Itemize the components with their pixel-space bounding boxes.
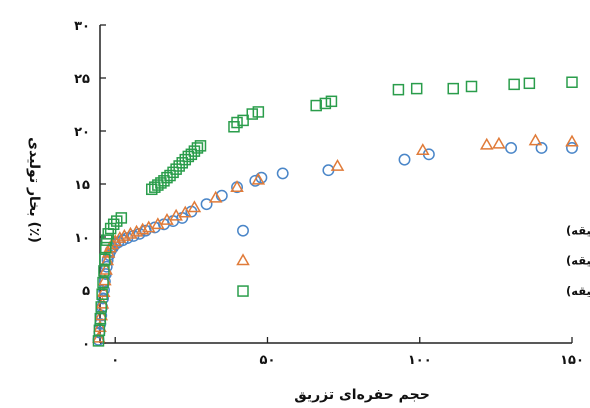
- square-point: [93, 324, 106, 337]
- square-point: [115, 212, 128, 224]
- y-tick-label: ۱۰: [74, 231, 90, 246]
- triangle-point: [330, 158, 345, 171]
- square-point: [96, 288, 108, 300]
- x-tick-label: ۰: [111, 353, 119, 368]
- circle-point: [276, 167, 289, 180]
- circle-point: [505, 142, 518, 154]
- circle-point: [249, 174, 262, 187]
- circle-point: [200, 198, 213, 211]
- legend-entry-label: آزمایش ۲ (شدت جریان ۲۰ میلی‌لیتر در دقیق…: [566, 224, 590, 238]
- plot-area: [99, 25, 572, 344]
- square-point: [99, 253, 111, 266]
- square-point: [246, 108, 259, 120]
- square-point: [167, 166, 179, 179]
- square-point: [95, 301, 107, 313]
- square-point: [319, 97, 332, 110]
- triangle-point: [95, 296, 110, 309]
- y-tick-label: ۲۰: [74, 125, 90, 140]
- triangle-point: [528, 133, 543, 146]
- legend-square-marker: [237, 285, 249, 297]
- square-point: [100, 234, 113, 246]
- square-point: [508, 78, 520, 91]
- triangle-point: [169, 208, 183, 221]
- legend-triangle-marker: [236, 253, 250, 266]
- square-point: [566, 76, 578, 88]
- square-point: [237, 114, 249, 127]
- square-point: [164, 169, 176, 182]
- square-point: [523, 77, 536, 90]
- square-point: [173, 160, 185, 172]
- square-point: [104, 222, 117, 235]
- triangle-point: [91, 330, 106, 343]
- square-point: [410, 82, 423, 95]
- triangle-point: [208, 190, 223, 203]
- triangle-point: [141, 220, 156, 233]
- legend-entry-label: آزمایش ۳ (شدت جریان ۱۰ میلی‌لیتر در دقیق…: [566, 253, 590, 267]
- axis-ticks: ۰ ۵ ۱۰ ۱۵ ۲۰ ۲۵ ۳۰ ۰ ۵۰ ۱۰۰ ۱۵۰: [74, 19, 584, 368]
- square-point: [97, 276, 109, 289]
- triangle-point: [230, 180, 244, 193]
- y-tick-label: ۰: [82, 337, 90, 352]
- square-point: [146, 183, 158, 196]
- x-tick-label: ۱۵۰: [560, 353, 584, 368]
- triangle-point: [151, 217, 165, 230]
- x-axis-label: حجم حفره‌ای تزریق: [294, 387, 430, 403]
- triangle-point: [113, 231, 127, 243]
- legend: آزمایش ۲ (شدت جریان ۲۰ میلی‌لیتر در دقیق…: [236, 224, 590, 298]
- triangle-point: [479, 137, 494, 150]
- square-point: [149, 181, 161, 193]
- square-point: [252, 106, 265, 118]
- square-point: [191, 142, 204, 154]
- triangle-point: [492, 136, 506, 149]
- square-point: [170, 163, 182, 175]
- square-point: [465, 80, 478, 93]
- triangle-point: [93, 320, 107, 332]
- square-point: [228, 121, 240, 133]
- square-point: [98, 265, 110, 277]
- series-triangle: [91, 133, 579, 343]
- square-point: [176, 157, 188, 169]
- square-point: [325, 95, 338, 108]
- triangle-point: [94, 308, 109, 321]
- square-point: [310, 99, 322, 112]
- square-point: [152, 179, 164, 191]
- circle-point: [398, 153, 411, 166]
- y-tick-label: ۱۵: [74, 178, 90, 193]
- square-point: [94, 312, 107, 325]
- y-axis-label: بخار تولیدی (٪): [26, 137, 42, 243]
- circle-point: [566, 142, 578, 154]
- triangle-point: [415, 143, 430, 155]
- circle-point: [215, 189, 228, 202]
- circle-point: [100, 260, 113, 273]
- square-point: [392, 83, 405, 96]
- y-tick-label: ۲۵: [74, 72, 90, 87]
- square-point: [107, 218, 120, 231]
- x-tick-label: ۱۰۰: [408, 353, 432, 368]
- triangle-point: [160, 213, 174, 225]
- square-point: [447, 82, 459, 95]
- circle-point: [535, 142, 548, 154]
- triangle-point: [565, 134, 579, 147]
- series-square: [92, 76, 578, 347]
- data-points: [91, 76, 579, 347]
- legend-circle-marker: [237, 224, 249, 237]
- legend-entry-label: آزمایش ۴ (شدت جریان ۵ میلی‌لیتر در دقیقه…: [566, 284, 590, 298]
- x-tick-label: ۵۰: [260, 353, 276, 368]
- y-tick-label: ۳۰: [74, 19, 90, 34]
- triangle-point: [251, 172, 266, 185]
- square-point: [231, 116, 243, 129]
- square-point: [194, 140, 207, 152]
- triangle-point: [105, 237, 119, 250]
- square-point: [100, 241, 112, 254]
- y-tick-label: ۵: [82, 284, 90, 299]
- square-point: [185, 148, 198, 161]
- triangle-point: [187, 200, 202, 213]
